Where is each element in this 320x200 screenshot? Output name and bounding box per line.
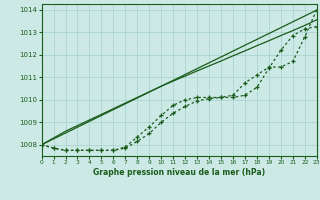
X-axis label: Graphe pression niveau de la mer (hPa): Graphe pression niveau de la mer (hPa): [93, 168, 265, 177]
